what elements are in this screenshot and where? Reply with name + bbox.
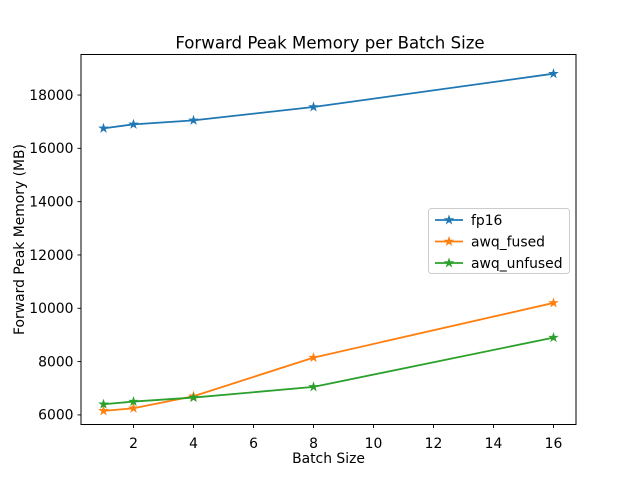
chart-title: Forward Peak Memory per Batch Size — [175, 34, 484, 53]
data-point-marker-fp16 — [308, 101, 319, 112]
y-tick-label: 6000 — [38, 408, 73, 424]
y-tick-label: 12000 — [29, 248, 73, 264]
legend-label-awq_fused: awq_fused — [471, 234, 545, 250]
legend-label-fp16: fp16 — [471, 213, 502, 229]
legend: fp16 awq_fused awq_unfused — [428, 208, 570, 274]
x-tick-label: 6 — [249, 436, 258, 452]
legend-marker-awq_fused — [443, 235, 455, 247]
x-axis-label: Batch Size — [292, 451, 365, 467]
series-line-fp16 — [102, 72, 555, 130]
legend-box — [428, 208, 570, 274]
y-tick-label: 14000 — [29, 194, 73, 210]
legend-marker-fp16 — [443, 214, 455, 225]
y-axis-label: Forward Peak Memory (MB) — [12, 144, 28, 335]
legend-label-awq_unfused: awq_unfused — [471, 256, 563, 272]
x-tick-label: 4 — [189, 436, 198, 452]
plot-area: 2 4 6 8 10 12 14 16 6000 8000 10000 12000 14000 16000… — [29, 54, 577, 452]
y-tick-label: 16000 — [29, 141, 73, 157]
data-point-marker-fp16 — [98, 122, 109, 133]
data-point-marker-fp16 — [548, 68, 559, 79]
x-tick-label: 8 — [309, 436, 318, 452]
legend-marker-awq_unfused — [443, 257, 455, 268]
plot-border — [80, 54, 577, 425]
x-tick-label: 10 — [365, 436, 383, 452]
x-tick-label: 14 — [485, 436, 503, 452]
y-tick-label: 10000 — [29, 301, 73, 317]
y-tick-label: 8000 — [38, 354, 73, 370]
series-line-awq_fused — [102, 302, 555, 412]
data-point-marker-awq_unfused — [98, 398, 109, 409]
data-point-marker-awq_unfused — [548, 332, 559, 343]
data-point-marker-awq_unfused — [128, 395, 139, 407]
data-point-marker-fp16 — [188, 114, 199, 125]
x-tick-label: 2 — [129, 436, 138, 452]
data-point-marker-awq_fused — [548, 297, 559, 308]
x-tick-label: 16 — [545, 436, 563, 452]
y-tick-label: 18000 — [29, 88, 73, 104]
data-point-marker-awq_fused — [308, 351, 319, 363]
data-point-marker-fp16 — [128, 118, 139, 129]
data-point-marker-awq_fused — [98, 405, 109, 416]
data-point-marker-awq_fused — [128, 402, 139, 413]
data-point-marker-awq_unfused — [308, 381, 319, 392]
series-line-awq_unfused — [102, 336, 555, 406]
data-point-marker-awq_unfused — [188, 391, 199, 403]
x-tick-label: 12 — [425, 436, 443, 452]
